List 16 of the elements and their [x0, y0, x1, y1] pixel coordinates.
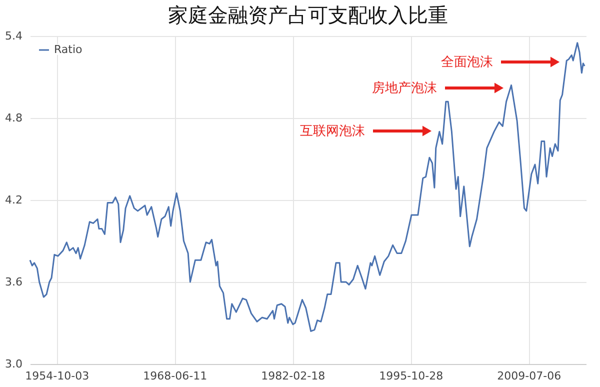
x-tick-label: 2009-07-06 [497, 370, 562, 382]
y-tick-label: 4.8 [5, 112, 22, 124]
y-tick-label: 5.4 [5, 30, 22, 42]
x-tick-label: 1982-02-18 [261, 370, 326, 382]
x-tick-label: 1995-10-28 [379, 370, 444, 382]
y-tick-label: 4.2 [5, 194, 22, 206]
annotation: 互联网泡沫 [300, 124, 365, 139]
y-tick-label: 3.0 [5, 358, 22, 370]
annotation: 房地产泡沫 [372, 80, 437, 96]
legend-label: Ratio [54, 43, 83, 56]
y-tick-label: 3.6 [5, 276, 22, 288]
chart-title: 家庭金融资产占可支配收入比重 [168, 3, 448, 27]
line-series [29, 42, 586, 332]
x-tick-label: 1968-06-11 [143, 370, 208, 382]
x-tick-label: 1954-10-03 [25, 370, 90, 382]
annotation: 全面泡沫 [441, 55, 493, 70]
